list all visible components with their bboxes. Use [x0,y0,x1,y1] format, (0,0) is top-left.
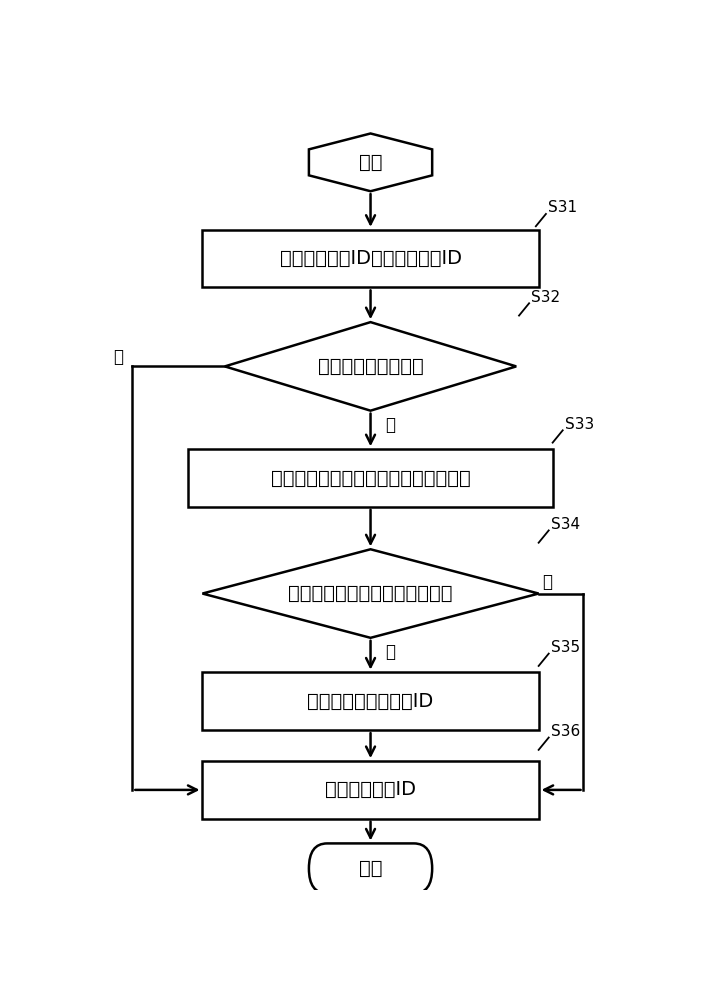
Text: 获取所述默认机房与所述商家的可用率: 获取所述默认机房与所述商家的可用率 [270,469,471,488]
Text: 选择可用率最高机房ID: 选择可用率最高机房ID [307,692,434,711]
Text: S34: S34 [551,517,580,532]
Text: S33: S33 [565,417,594,432]
Text: 开始: 开始 [359,153,382,172]
Text: 所述可用率是否大于等于阈値？: 所述可用率是否大于等于阈値？ [288,584,453,603]
Bar [202,761,539,819]
Text: S31: S31 [548,200,577,215]
Bar [202,230,539,287]
Text: 是: 是 [385,416,395,434]
Text: S36: S36 [551,724,581,739]
Text: 是: 是 [542,573,552,591]
Bar [202,672,539,730]
Text: S35: S35 [551,640,580,655]
Text: 选择默认机房ID: 选择默认机房ID [325,780,416,799]
Text: S32: S32 [531,290,560,305]
Text: 状态开关是否打开？: 状态开关是否打开？ [317,357,424,376]
Text: 根据所述商家ID获得默认机房ID: 根据所述商家ID获得默认机房ID [280,249,461,268]
Bar [189,449,552,507]
Text: 否: 否 [114,348,124,366]
Text: 结束: 结束 [359,859,382,878]
Text: 否: 否 [385,643,395,661]
